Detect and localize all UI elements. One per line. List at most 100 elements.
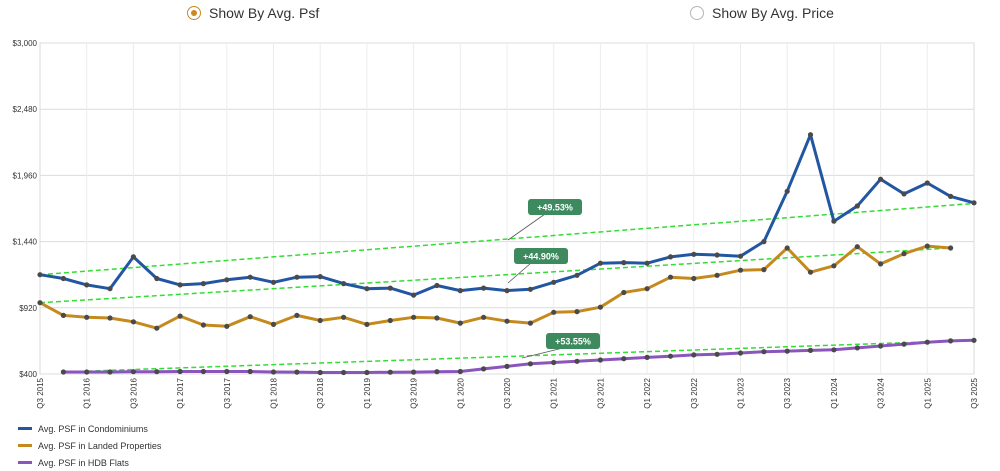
x-tick-label: Q3 2017 [223,377,232,408]
x-tick-label: Q3 2015 [36,377,45,408]
data-point [434,315,440,321]
data-point [714,252,720,258]
data-point [154,275,160,282]
growth-badge-label: +53.55% [555,337,591,347]
data-point [551,359,557,366]
data-point [948,245,954,251]
data-point [177,282,183,288]
data-point [317,274,323,280]
data-point [574,309,580,315]
data-point [784,348,790,354]
data-point [527,286,534,292]
data-point [481,285,487,291]
badge-pointer [507,262,532,284]
legend-item-condominiums[interactable]: Avg. PSF in Condominiums [18,420,161,437]
data-point [784,245,790,251]
data-point [130,254,136,260]
data-point [831,347,837,353]
data-point [667,353,674,359]
data-point [948,338,954,344]
x-tick-label: Q1 2024 [830,377,839,408]
data-point [761,267,767,273]
view-toggle: Show By Avg. Psf Show By Avg. Price [0,0,1000,30]
badge-pointer [521,347,564,359]
data-point [527,361,534,367]
data-point [737,253,744,259]
grid-layer [39,42,975,375]
avg-psf-label: Show By Avg. Psf [209,5,320,21]
data-point [107,315,113,321]
data-point [971,200,977,206]
x-tick-label: Q1 2019 [363,377,372,408]
data-point [270,369,277,375]
data-point [457,368,463,375]
growth-badge [546,333,600,349]
avg-psf-radio[interactable] [187,6,201,20]
growth-badge [514,248,568,264]
data-point [200,368,206,375]
data-point [551,279,557,285]
growth-badge-label: +44.90% [523,252,559,262]
data-point [924,243,930,249]
data-point [84,314,90,320]
legend-swatch-hdb [18,461,32,464]
y-tick-label: $2,480 [13,105,38,114]
data-point [341,281,347,287]
data-point [831,218,837,224]
data-point [878,176,884,182]
y-tick-label: $1,960 [13,171,38,180]
x-tick-label: Q3 2018 [316,377,325,408]
x-tick-label: Q1 2017 [176,377,185,408]
legend-label-landed: Avg. PSF in Landed Properties [38,440,162,451]
legend-item-hdb[interactable]: Avg. PSF in HDB Flats [18,454,161,471]
x-tick-label: Q3 2025 [970,377,979,408]
data-point [224,323,230,329]
data-point [807,269,814,275]
data-point [387,317,393,324]
data-point [737,267,744,273]
data-point [597,304,604,310]
show-by-avg-price-option[interactable]: Show By Avg. Price [690,5,834,21]
show-by-avg-psf-option[interactable]: Show By Avg. Psf [187,5,319,21]
x-tick-label: Q1 2018 [270,377,279,408]
data-point [597,260,604,266]
data-point [411,369,417,375]
data-point [691,275,697,282]
data-point [84,282,90,288]
y-axis: $3,000 $2,480 $1,960 $1,440 $920 $400 [13,39,38,379]
data-point [434,282,440,289]
avg-price-radio[interactable] [690,6,704,20]
data-point [527,320,534,326]
data-point [878,343,884,349]
data-point [574,358,580,364]
data-point [411,292,417,298]
data-point [901,341,907,347]
data-point [481,366,487,372]
data-point [597,357,604,363]
series-line-1 [39,244,951,330]
legend-item-landed[interactable]: Avg. PSF in Landed Properties [18,437,161,454]
data-point [901,191,907,197]
data-point [387,369,393,375]
x-tick-label: Q3 2023 [783,377,792,408]
data-point [667,254,674,260]
data-point [481,314,487,320]
data-point [714,351,720,357]
data-point [130,319,136,325]
data-point [247,314,253,320]
data-point [434,369,440,375]
data-point [177,368,183,375]
data-point [457,320,463,326]
data-point [294,274,300,280]
data-point [621,260,627,266]
x-tick-label: Q3 2021 [596,377,605,408]
data-point [621,289,627,296]
data-point [854,203,860,209]
data-point [924,180,930,186]
data-point [411,314,417,320]
data-point [200,281,206,287]
y-tick-label: $920 [19,304,37,313]
x-tick-label: Q3 2024 [877,377,886,408]
y-tick-label: $400 [19,370,37,379]
data-point [667,274,674,280]
